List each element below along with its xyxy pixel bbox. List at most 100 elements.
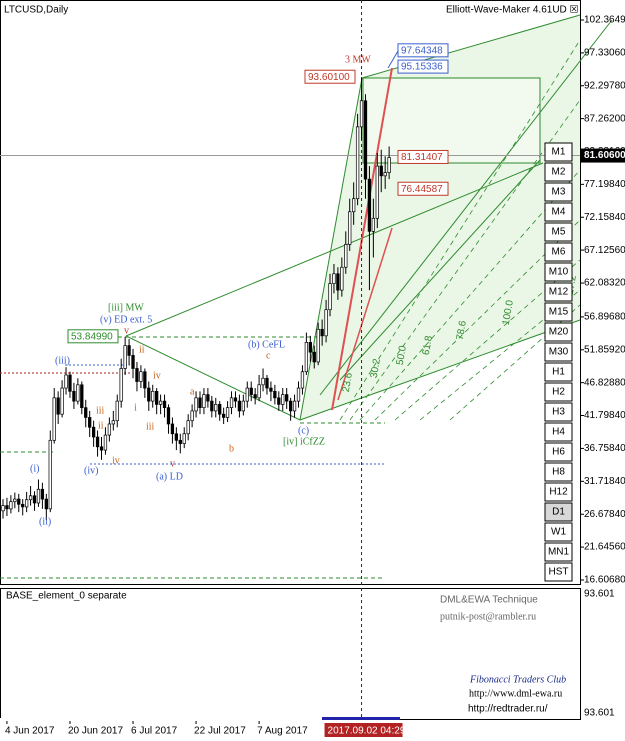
timeframe-label[interactable]: M3 <box>552 187 566 198</box>
timeframe-label[interactable]: H1 <box>552 367 565 378</box>
candle-body <box>131 355 135 369</box>
candle-body <box>352 198 356 213</box>
y-tick-label: 46.82880 <box>584 377 625 388</box>
wave-label: ii <box>139 344 145 355</box>
channel-line <box>299 319 581 421</box>
channel-line <box>319 19 613 396</box>
wave-label: (v) ED ext. 5 <box>100 314 152 325</box>
target-box <box>362 77 541 164</box>
timeframe-label[interactable]: M12 <box>549 287 569 298</box>
y-tick-label: 56.89680 <box>584 312 625 323</box>
watermark: DML&EWA Technique <box>440 595 538 606</box>
timeframe-label[interactable]: H2 <box>552 387 565 398</box>
price-box-label: 93.60100 <box>308 72 350 83</box>
timeframe-button[interactable] <box>544 182 573 202</box>
timeframe-label[interactable]: HST <box>549 567 569 578</box>
candle-body <box>273 390 277 399</box>
candle-body <box>9 501 13 510</box>
channel-line <box>125 335 301 421</box>
timeframe-label[interactable]: M30 <box>549 347 569 358</box>
y-tick-label: 16.60680 <box>584 575 625 586</box>
timeframe-button[interactable] <box>544 342 573 362</box>
candle-body <box>91 426 96 438</box>
timeframe-button[interactable] <box>544 142 573 162</box>
timeframe-label[interactable]: M15 <box>549 307 569 318</box>
timeframe-label[interactable]: H3 <box>552 407 565 418</box>
timeframe-button[interactable] <box>544 462 573 482</box>
candle-body <box>60 387 64 415</box>
timeframe-button[interactable] <box>544 382 573 402</box>
timeframe-button[interactable] <box>544 442 573 462</box>
price-box-label: 95.15336 <box>401 62 443 73</box>
wave-label: (c) <box>298 425 309 436</box>
candle-body <box>76 384 80 402</box>
candle-body <box>269 387 273 392</box>
candle-body <box>143 371 147 389</box>
wave-label: b <box>229 443 234 454</box>
timeframe-label[interactable]: H8 <box>552 467 565 478</box>
timeframe-label[interactable]: D1 <box>552 507 565 518</box>
candle-body <box>107 423 112 436</box>
timeframe-button[interactable] <box>544 242 573 262</box>
candle-body <box>151 390 155 402</box>
watermark: http://www.dml-ewa.ru <box>469 688 562 699</box>
candle-body <box>324 309 328 337</box>
candle-body <box>344 244 348 268</box>
y-tick-label: 36.75840 <box>584 443 625 454</box>
y-tick-label: 41.79840 <box>584 410 625 421</box>
y-tick-label: 62.08320 <box>584 278 625 289</box>
timeframe-label[interactable]: H12 <box>549 487 568 498</box>
timeframe-button[interactable] <box>544 162 573 182</box>
y-tick-label: 87.26200 <box>584 113 625 124</box>
wave-label: i <box>134 402 137 413</box>
timeframe-label[interactable]: M6 <box>552 247 566 258</box>
timeframe-button[interactable] <box>544 402 573 422</box>
candle-body <box>170 423 175 435</box>
timeframe-button[interactable] <box>544 562 573 582</box>
y-tick-label: 92.29780 <box>584 80 625 91</box>
timeframe-label[interactable]: M1 <box>552 147 566 158</box>
candle-body <box>95 436 100 448</box>
channel-line <box>125 162 544 337</box>
timeframe-label[interactable]: M20 <box>549 327 569 338</box>
timeframe-button[interactable] <box>544 522 573 542</box>
y-tick-label: 26.67840 <box>584 509 625 520</box>
timeframe-label[interactable]: M10 <box>549 267 569 278</box>
wave-label: (ii) <box>39 516 51 527</box>
channel-line <box>299 77 363 421</box>
timeframe-label[interactable]: H6 <box>552 447 565 458</box>
timeframe-label[interactable]: W1 <box>551 527 566 538</box>
x-tick-label: 6 Jul 2017 <box>131 726 178 737</box>
fan-line <box>349 99 581 421</box>
candle-body <box>139 371 143 382</box>
timeframe-button[interactable] <box>544 482 573 502</box>
x-label-highlight <box>324 723 403 737</box>
timeframe-label[interactable]: H4 <box>552 427 565 438</box>
subwindow-bottom-label: 93.601 <box>584 708 615 719</box>
timeframe-button[interactable] <box>544 322 573 342</box>
candle-body <box>186 420 190 435</box>
wave-label: [iii] MW <box>108 302 144 313</box>
candle-body <box>56 397 60 415</box>
candle-body <box>174 433 179 441</box>
timeframe-button[interactable] <box>544 202 573 222</box>
timeframe-button[interactable] <box>544 502 573 522</box>
wave-label: (a) LD <box>156 471 183 482</box>
candle-body <box>233 397 238 402</box>
channel-line <box>339 159 541 381</box>
timeframe-label[interactable]: MN1 <box>548 547 570 558</box>
watermark: http://redtrader.ru/ <box>468 704 548 715</box>
candle-body <box>281 394 285 405</box>
timeframe-button[interactable] <box>544 302 573 322</box>
timeframe-button[interactable] <box>544 222 573 242</box>
timeframe-button[interactable] <box>544 262 573 282</box>
timeframe-label[interactable]: M5 <box>552 227 566 238</box>
timeframe-label[interactable]: M2 <box>552 167 566 178</box>
wave-label: (b) CeFL <box>248 339 285 350</box>
timeframe-button[interactable] <box>544 542 573 562</box>
candle-body <box>64 374 68 389</box>
timeframe-button[interactable] <box>544 422 573 442</box>
timeframe-button[interactable] <box>544 362 573 382</box>
timeframe-label[interactable]: M4 <box>552 207 566 218</box>
timeframe-button[interactable] <box>544 282 573 302</box>
